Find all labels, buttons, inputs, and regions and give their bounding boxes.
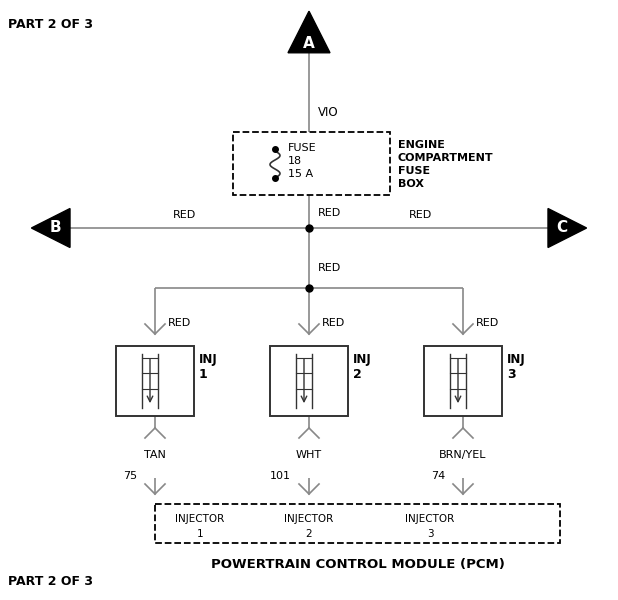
Text: 18: 18	[288, 156, 302, 166]
Text: 3: 3	[507, 367, 515, 380]
Text: RED: RED	[318, 208, 341, 218]
Text: INJ: INJ	[353, 353, 372, 367]
Text: PART 2 OF 3: PART 2 OF 3	[8, 18, 93, 31]
Bar	[424, 346, 502, 416]
Polygon shape	[548, 208, 586, 247]
Text: INJ: INJ	[199, 353, 218, 367]
Text: ENGINE: ENGINE	[398, 140, 445, 150]
Text: C: C	[557, 220, 568, 235]
Text: B: B	[50, 220, 62, 235]
Text: VIO: VIO	[318, 106, 339, 118]
Text: 3: 3	[426, 529, 433, 539]
Text: POWERTRAIN CONTROL MODULE (PCM): POWERTRAIN CONTROL MODULE (PCM)	[211, 558, 504, 571]
Text: RED: RED	[318, 263, 341, 273]
Bar	[270, 346, 348, 416]
Text: RED: RED	[476, 318, 499, 328]
Text: INJECTOR: INJECTOR	[284, 514, 334, 524]
Text: INJECTOR: INJECTOR	[176, 514, 224, 524]
Text: 15 A: 15 A	[288, 169, 313, 179]
Text: A: A	[303, 36, 315, 51]
Text: INJ: INJ	[507, 353, 526, 367]
Text: RED: RED	[168, 318, 191, 328]
Text: RED: RED	[322, 318, 345, 328]
Text: WHT: WHT	[296, 450, 322, 460]
Text: 1: 1	[197, 529, 203, 539]
Text: 2: 2	[353, 367, 362, 380]
Text: 2: 2	[306, 529, 312, 539]
Text: 1: 1	[199, 367, 208, 380]
Text: 74: 74	[431, 471, 445, 481]
Bar	[233, 132, 390, 195]
Text: BOX: BOX	[398, 179, 424, 189]
Text: 75: 75	[123, 471, 137, 481]
Text: FUSE: FUSE	[288, 143, 316, 153]
Text: RED: RED	[408, 210, 431, 220]
Text: INJECTOR: INJECTOR	[405, 514, 455, 524]
Bar	[155, 504, 560, 543]
Text: PART 2 OF 3: PART 2 OF 3	[8, 575, 93, 588]
Text: FUSE: FUSE	[398, 166, 430, 176]
Text: 101: 101	[270, 471, 291, 481]
Bar	[116, 346, 194, 416]
Text: RED: RED	[174, 210, 197, 220]
Text: TAN: TAN	[144, 450, 166, 460]
Polygon shape	[288, 11, 330, 53]
Text: COMPARTMENT: COMPARTMENT	[398, 153, 494, 163]
Polygon shape	[32, 208, 70, 247]
Text: BRN/YEL: BRN/YEL	[439, 450, 487, 460]
